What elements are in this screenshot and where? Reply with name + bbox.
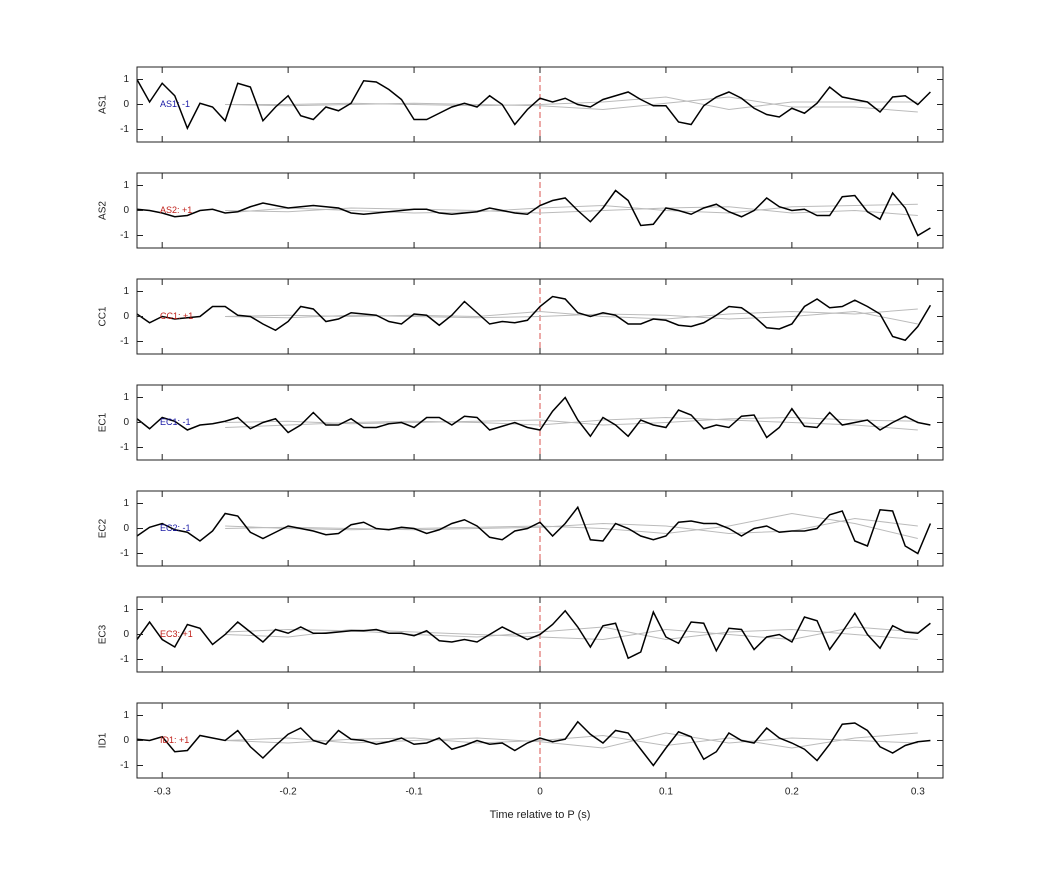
y-tick-label: 0 [123, 99, 129, 110]
channel-annotation: ID1: +1 [160, 735, 189, 745]
y-tick-label: 1 [123, 286, 129, 297]
y-tick-label: 1 [123, 392, 129, 403]
y-axis-label: CC1 [98, 306, 109, 326]
y-axis-label: EC3 [98, 624, 109, 644]
y-tick-label: 0 [123, 205, 129, 216]
channel-annotation: AS2: +1 [160, 205, 192, 215]
trace-line [225, 512, 918, 539]
y-axis-label: AS2 [98, 201, 109, 220]
trace-line [225, 96, 918, 111]
y-axis-label: EC2 [98, 518, 109, 538]
channel-annotation: EC2: -1 [160, 523, 191, 533]
y-axis-label: EC1 [98, 412, 109, 432]
trace-line [225, 517, 918, 535]
y-tick-label: 1 [123, 74, 129, 85]
trace-line [225, 203, 918, 214]
trace-line [225, 626, 918, 641]
x-tick-label: 0.3 [911, 787, 925, 798]
channel-annotation: AS1: -1 [160, 99, 190, 109]
y-tick-label: -1 [120, 230, 129, 241]
data-line [136, 295, 932, 342]
y-tick-label: -1 [120, 548, 129, 559]
data-line [136, 720, 931, 767]
x-axis-label: Time relative to P (s) [490, 809, 591, 821]
y-tick-label: 1 [123, 498, 129, 509]
x-tick-label: 0.2 [785, 787, 799, 798]
channel-annotation: EC3: +1 [160, 629, 193, 639]
trace-line [225, 308, 918, 320]
y-axis-label: ID1 [98, 732, 109, 748]
y-tick-label: -1 [120, 336, 129, 347]
y-tick-label: 1 [123, 710, 129, 721]
trace-line [225, 732, 918, 749]
data-line [136, 189, 931, 237]
y-tick-label: 0 [123, 523, 129, 534]
channel-annotation: EC1: -1 [160, 417, 191, 427]
y-tick-label: 1 [123, 180, 129, 191]
y-tick-label: -1 [120, 760, 129, 771]
data-line [136, 79, 931, 131]
y-tick-label: -1 [120, 124, 129, 135]
trace-line [225, 310, 918, 325]
trace-line [225, 732, 918, 749]
y-tick-label: 0 [123, 417, 129, 428]
channel-annotation: CC1: +1 [160, 311, 193, 321]
x-tick-label: -0.2 [280, 787, 298, 798]
trace-line [225, 96, 918, 113]
x-tick-label: -0.1 [405, 787, 423, 798]
x-tick-label: 0 [537, 787, 543, 798]
data-line [136, 396, 931, 439]
y-tick-label: -1 [120, 654, 129, 665]
x-tick-label: 0.1 [659, 787, 673, 798]
y-tick-label: 0 [123, 629, 129, 640]
y-tick-label: 0 [123, 735, 129, 746]
y-tick-label: -1 [120, 442, 129, 453]
data-line [136, 609, 931, 660]
y-tick-label: 0 [123, 311, 129, 322]
data-line [136, 505, 932, 555]
y-tick-label: 1 [123, 604, 129, 615]
y-axis-label: AS1 [98, 95, 109, 114]
x-tick-label: -0.3 [154, 787, 172, 798]
